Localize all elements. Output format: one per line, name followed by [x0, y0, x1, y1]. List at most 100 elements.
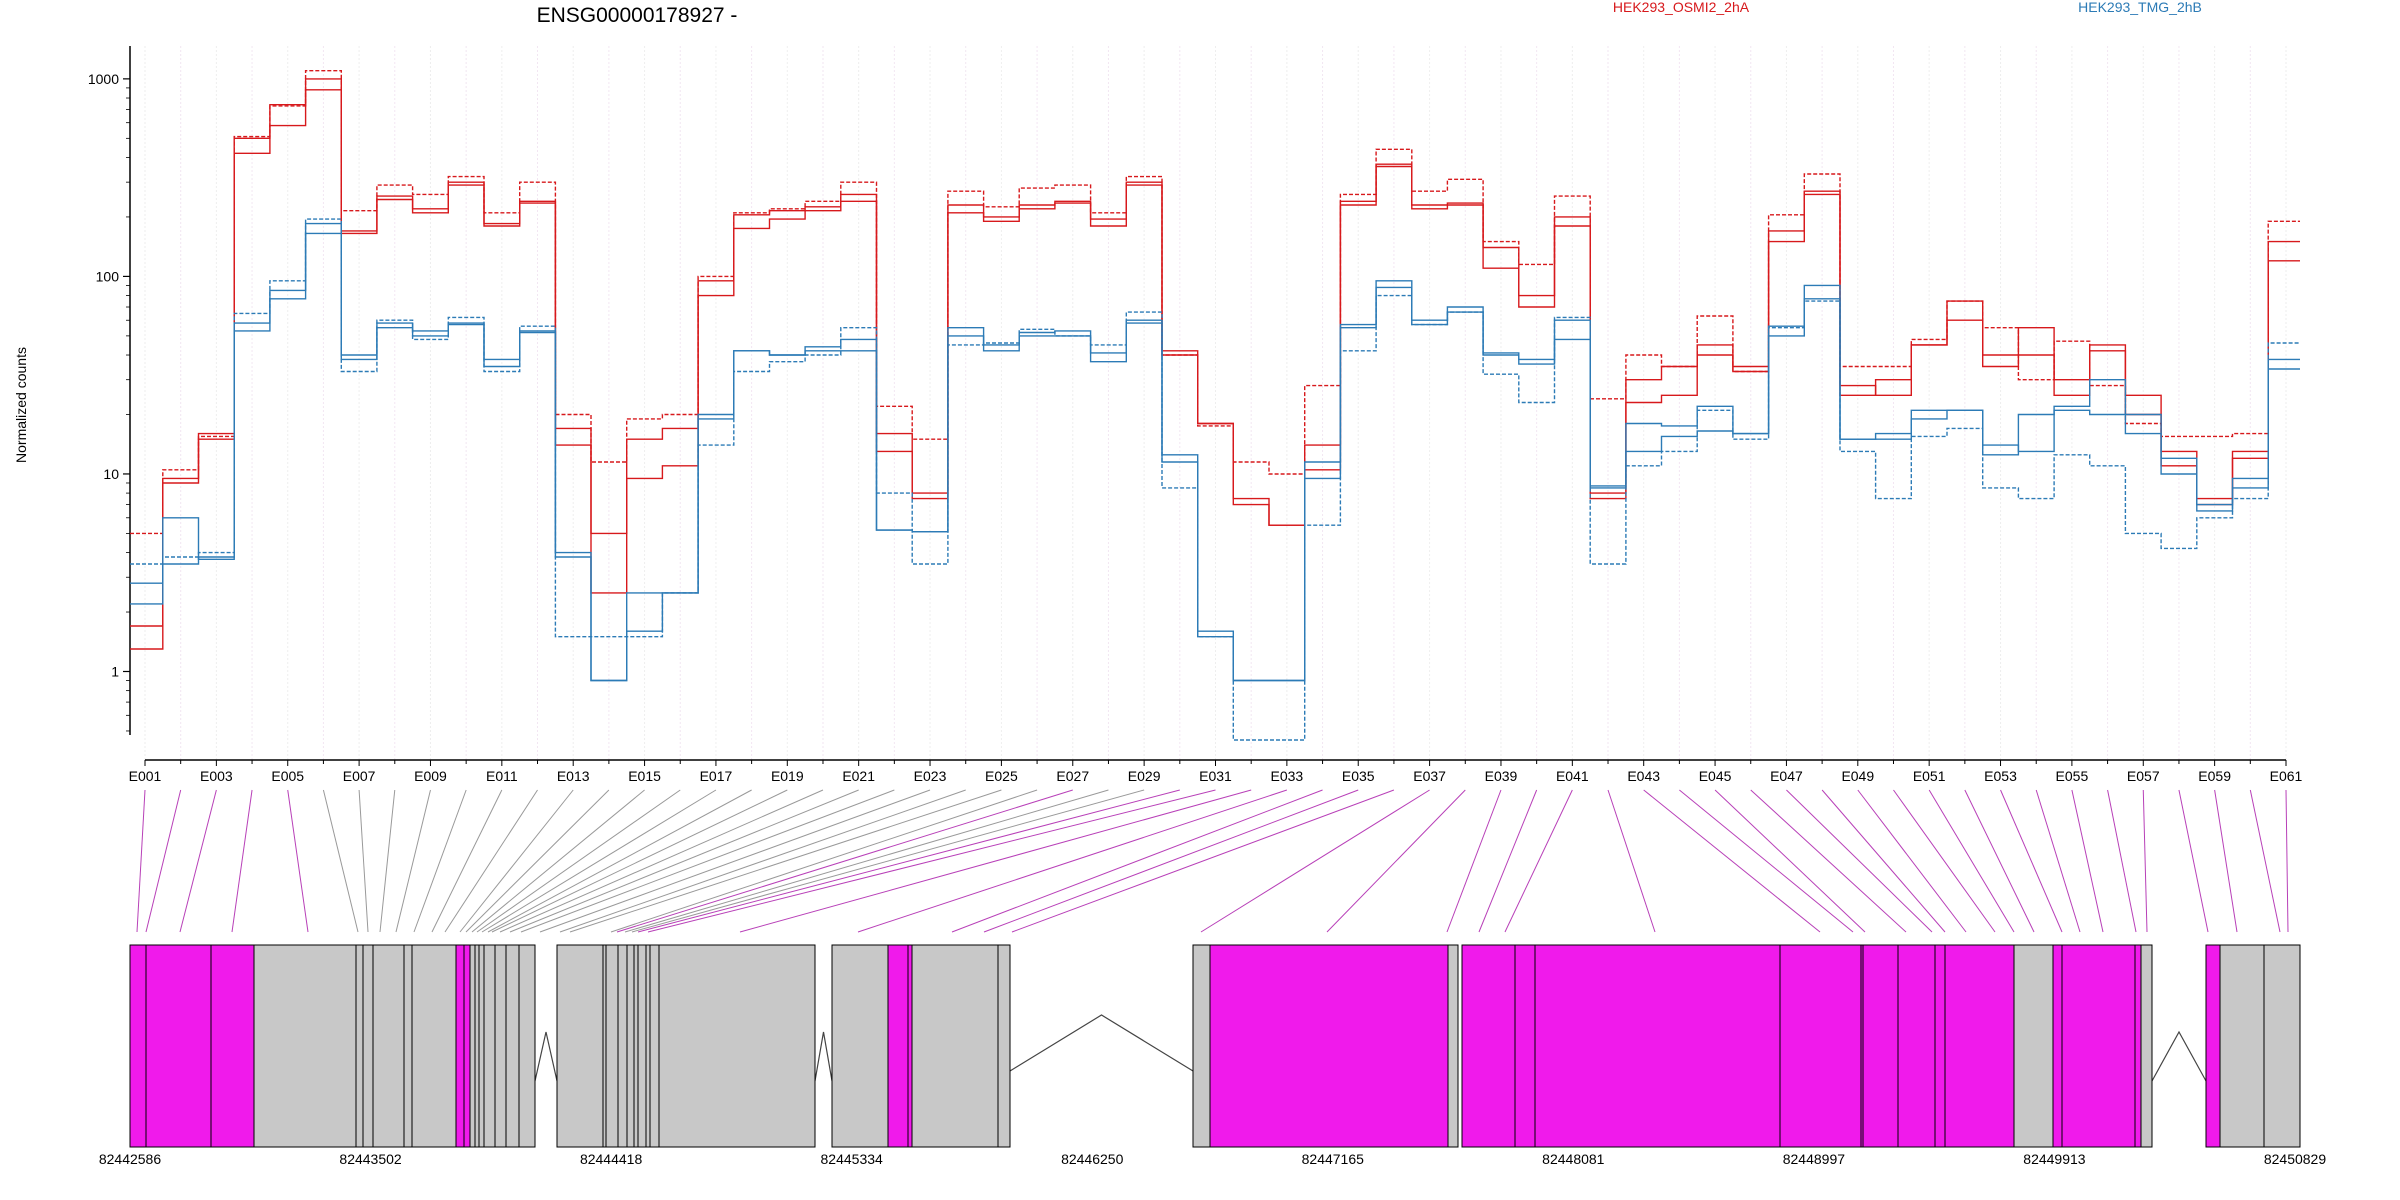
y-tick-label: 100 — [96, 268, 120, 284]
exon-connector — [487, 789, 752, 933]
exon-connector — [2214, 789, 2238, 933]
genome-tick-label: 82448081 — [1542, 1151, 1605, 1167]
exon-connector — [471, 789, 645, 933]
exon-connector — [2035, 789, 2081, 933]
exon-connector — [1714, 789, 1866, 933]
intron-line — [2151, 1030, 2207, 1082]
exon-connector — [459, 789, 574, 933]
y-tick-label: 1 — [111, 663, 119, 679]
exon-connector — [1446, 789, 1502, 933]
exon-block — [617, 944, 628, 1148]
x-tick-label: E005 — [271, 768, 304, 784]
intron-line — [1009, 1014, 1194, 1072]
exon-block — [129, 944, 147, 1148]
x-tick-label: E031 — [1199, 768, 1232, 784]
genome-tick-label: 82446250 — [1061, 1151, 1124, 1167]
exon-block — [556, 944, 604, 1148]
exon-block — [494, 944, 507, 1148]
exon-connector — [2178, 789, 2209, 933]
exon-connector — [413, 789, 467, 933]
series-line — [130, 89, 2300, 650]
exon-block — [463, 944, 471, 1148]
exon-block — [1447, 944, 1459, 1148]
exon-block — [1514, 944, 1536, 1148]
exon-block — [1534, 944, 1781, 1148]
exon-connector — [322, 789, 359, 933]
genome-tick-label: 82450829 — [2264, 1151, 2327, 1167]
exon-block — [633, 944, 639, 1148]
exon-block — [911, 944, 999, 1148]
exon-block — [887, 944, 909, 1148]
intron-line — [534, 1031, 558, 1082]
exon-connector — [1200, 789, 1430, 933]
exon-connector — [379, 789, 396, 933]
genome-tick-label: 82448997 — [1783, 1151, 1846, 1167]
x-tick-label: E059 — [2198, 768, 2231, 784]
exon-block — [1209, 944, 1449, 1148]
x-tick-label: E033 — [1271, 768, 1304, 784]
exon-connector — [431, 789, 503, 933]
exon-block — [2205, 944, 2221, 1148]
exon-connector — [1893, 789, 1996, 933]
exon-connector — [1478, 789, 1538, 933]
exon-block — [355, 944, 364, 1148]
exon-connector — [2249, 789, 2281, 933]
x-tick-label: E043 — [1627, 768, 1660, 784]
exon-connector — [2142, 789, 2148, 933]
x-tick-label: E061 — [2270, 768, 2303, 784]
exon-block — [253, 944, 357, 1148]
exon-block — [2263, 944, 2301, 1148]
exon-connector — [481, 789, 717, 933]
exon-connector — [1504, 789, 1573, 933]
exon-block — [505, 944, 520, 1148]
genome-tick-label: 82449913 — [2023, 1151, 2086, 1167]
exon-connector — [631, 789, 1145, 933]
exon-block — [483, 944, 496, 1148]
legend-entry-osmi2: HEK293_OSMI2_2hA — [1613, 0, 1750, 15]
x-tick-label: E039 — [1485, 768, 1518, 784]
exon-block — [210, 944, 255, 1148]
x-tick-label: E037 — [1413, 768, 1446, 784]
exon-connector — [616, 789, 1073, 933]
genome-axis: 82442586 82443502 82444418 82445334 82446250… — [99, 1151, 2327, 1167]
x-tick-label: E025 — [985, 768, 1018, 784]
exon-connector — [2000, 789, 2063, 933]
exon-connector — [395, 789, 431, 933]
exon-connector — [509, 789, 859, 933]
legend-entry-tmg: HEK293_TMG_2hB — [2078, 0, 2202, 15]
genome-tick-label: 82442586 — [99, 1151, 162, 1167]
exon-block — [1944, 944, 2015, 1148]
exon-connectors — [136, 789, 2289, 933]
x-tick-label: E049 — [1841, 768, 1874, 784]
genome-tick-label: 82445334 — [821, 1151, 884, 1167]
exon-connector — [1326, 789, 1466, 933]
exon-block — [645, 944, 651, 1148]
exon-block — [1192, 944, 1211, 1148]
genome-tick-label: 82447165 — [1302, 1151, 1365, 1167]
exon-connector — [287, 789, 309, 933]
x-tick-label: E011 — [486, 768, 518, 784]
y-tick-label: 1000 — [88, 71, 119, 87]
x-tick-label: E021 — [842, 768, 875, 784]
exon-connector — [444, 789, 538, 933]
exon-connector — [2071, 789, 2104, 933]
exon-block — [2061, 944, 2136, 1148]
exon-connector — [1679, 789, 1854, 933]
exon-connector — [539, 789, 931, 933]
exon-block — [478, 944, 485, 1148]
genome-tick-label: 82443502 — [339, 1151, 402, 1167]
exon-block — [637, 944, 647, 1148]
y-axis-label: Normalized counts — [13, 347, 29, 463]
exon-connector — [951, 789, 1323, 933]
series-line — [130, 218, 2300, 741]
exon-connector — [739, 789, 1252, 933]
exon-block — [626, 944, 635, 1148]
series-line — [130, 70, 2300, 535]
exon-block — [1897, 944, 1936, 1148]
y-tick-label: 10 — [103, 466, 119, 482]
exon-connector — [476, 789, 681, 933]
exon-connector — [1821, 789, 1946, 933]
exon-connector — [637, 789, 1180, 933]
exon-connector — [2285, 789, 2289, 933]
